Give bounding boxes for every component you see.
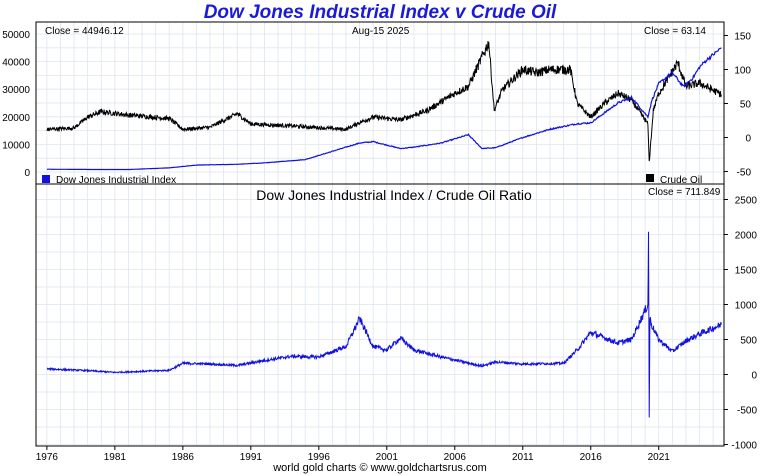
chart-title: Dow Jones Industrial Index v Crude Oil bbox=[203, 2, 557, 23]
legend-oil-swatch bbox=[646, 174, 654, 182]
x-tick-label: 2021 bbox=[648, 452, 671, 463]
footer-credit: world gold charts © www.goldchartsrus.co… bbox=[273, 462, 487, 474]
x-tick-label: 1976 bbox=[36, 452, 59, 463]
date-readout: Aug-15 2025 bbox=[352, 26, 410, 37]
top-left-readout: Close = 44946.12 bbox=[45, 26, 124, 37]
y-left-tick-label: 10000 bbox=[2, 140, 30, 151]
ratio-readout: Close = 711.849 bbox=[648, 187, 721, 198]
y-ratio-tick-label: 500 bbox=[740, 336, 757, 347]
x-tick-label: 1996 bbox=[308, 452, 331, 463]
y-ratio-tick-label: 1000 bbox=[735, 301, 758, 312]
y-left-tick-label: 30000 bbox=[2, 85, 30, 96]
ratio-line bbox=[46, 231, 722, 418]
y-left-tick-label: 40000 bbox=[2, 58, 30, 69]
y-right-tick-label: 0 bbox=[745, 134, 751, 145]
y-ratio-tick-label: 0 bbox=[751, 371, 757, 382]
y-left-tick-label: 50000 bbox=[2, 30, 30, 41]
x-tick-label: 1991 bbox=[240, 452, 263, 463]
y-ratio-tick-label: 1500 bbox=[735, 266, 758, 277]
top-right-readout: Close = 63.14 bbox=[644, 26, 706, 37]
bottom-panel-frame bbox=[35, 183, 725, 447]
top-panel-grid bbox=[36, 22, 724, 184]
dow-jones-line bbox=[46, 47, 722, 171]
y-left-tick-label: 0 bbox=[24, 168, 30, 179]
y-ratio-tick-label: -1000 bbox=[731, 441, 757, 452]
crude-oil-line bbox=[46, 40, 722, 162]
legend-dow-label: Dow Jones Industrial Index bbox=[56, 175, 176, 186]
x-tick-label: 2011 bbox=[512, 452, 534, 463]
x-tick-label: 2016 bbox=[580, 452, 603, 463]
y-ratio-tick-label: 2500 bbox=[735, 196, 758, 207]
y-right-tick-label: 100 bbox=[734, 66, 751, 77]
y-right-tick-label: 150 bbox=[734, 32, 751, 43]
legend-dow-swatch bbox=[42, 175, 50, 183]
legend-oil-label: Crude Oil bbox=[660, 175, 702, 186]
y-right-tick-label: -50 bbox=[737, 168, 752, 179]
y-left-tick-label: 20000 bbox=[2, 113, 30, 124]
x-tick-label: 1981 bbox=[104, 452, 127, 463]
x-tick-label: 2001 bbox=[376, 452, 399, 463]
ratio-title: Dow Jones Industrial Index / Crude Oil R… bbox=[256, 187, 532, 203]
bottom-panel-grid bbox=[36, 184, 724, 446]
x-tick-label: 1986 bbox=[172, 452, 195, 463]
y-ratio-tick-label: 2000 bbox=[735, 231, 758, 242]
y-right-tick-label: 50 bbox=[740, 100, 752, 111]
y-ratio-tick-label: -500 bbox=[737, 406, 757, 417]
x-tick-label: 2006 bbox=[444, 452, 467, 463]
